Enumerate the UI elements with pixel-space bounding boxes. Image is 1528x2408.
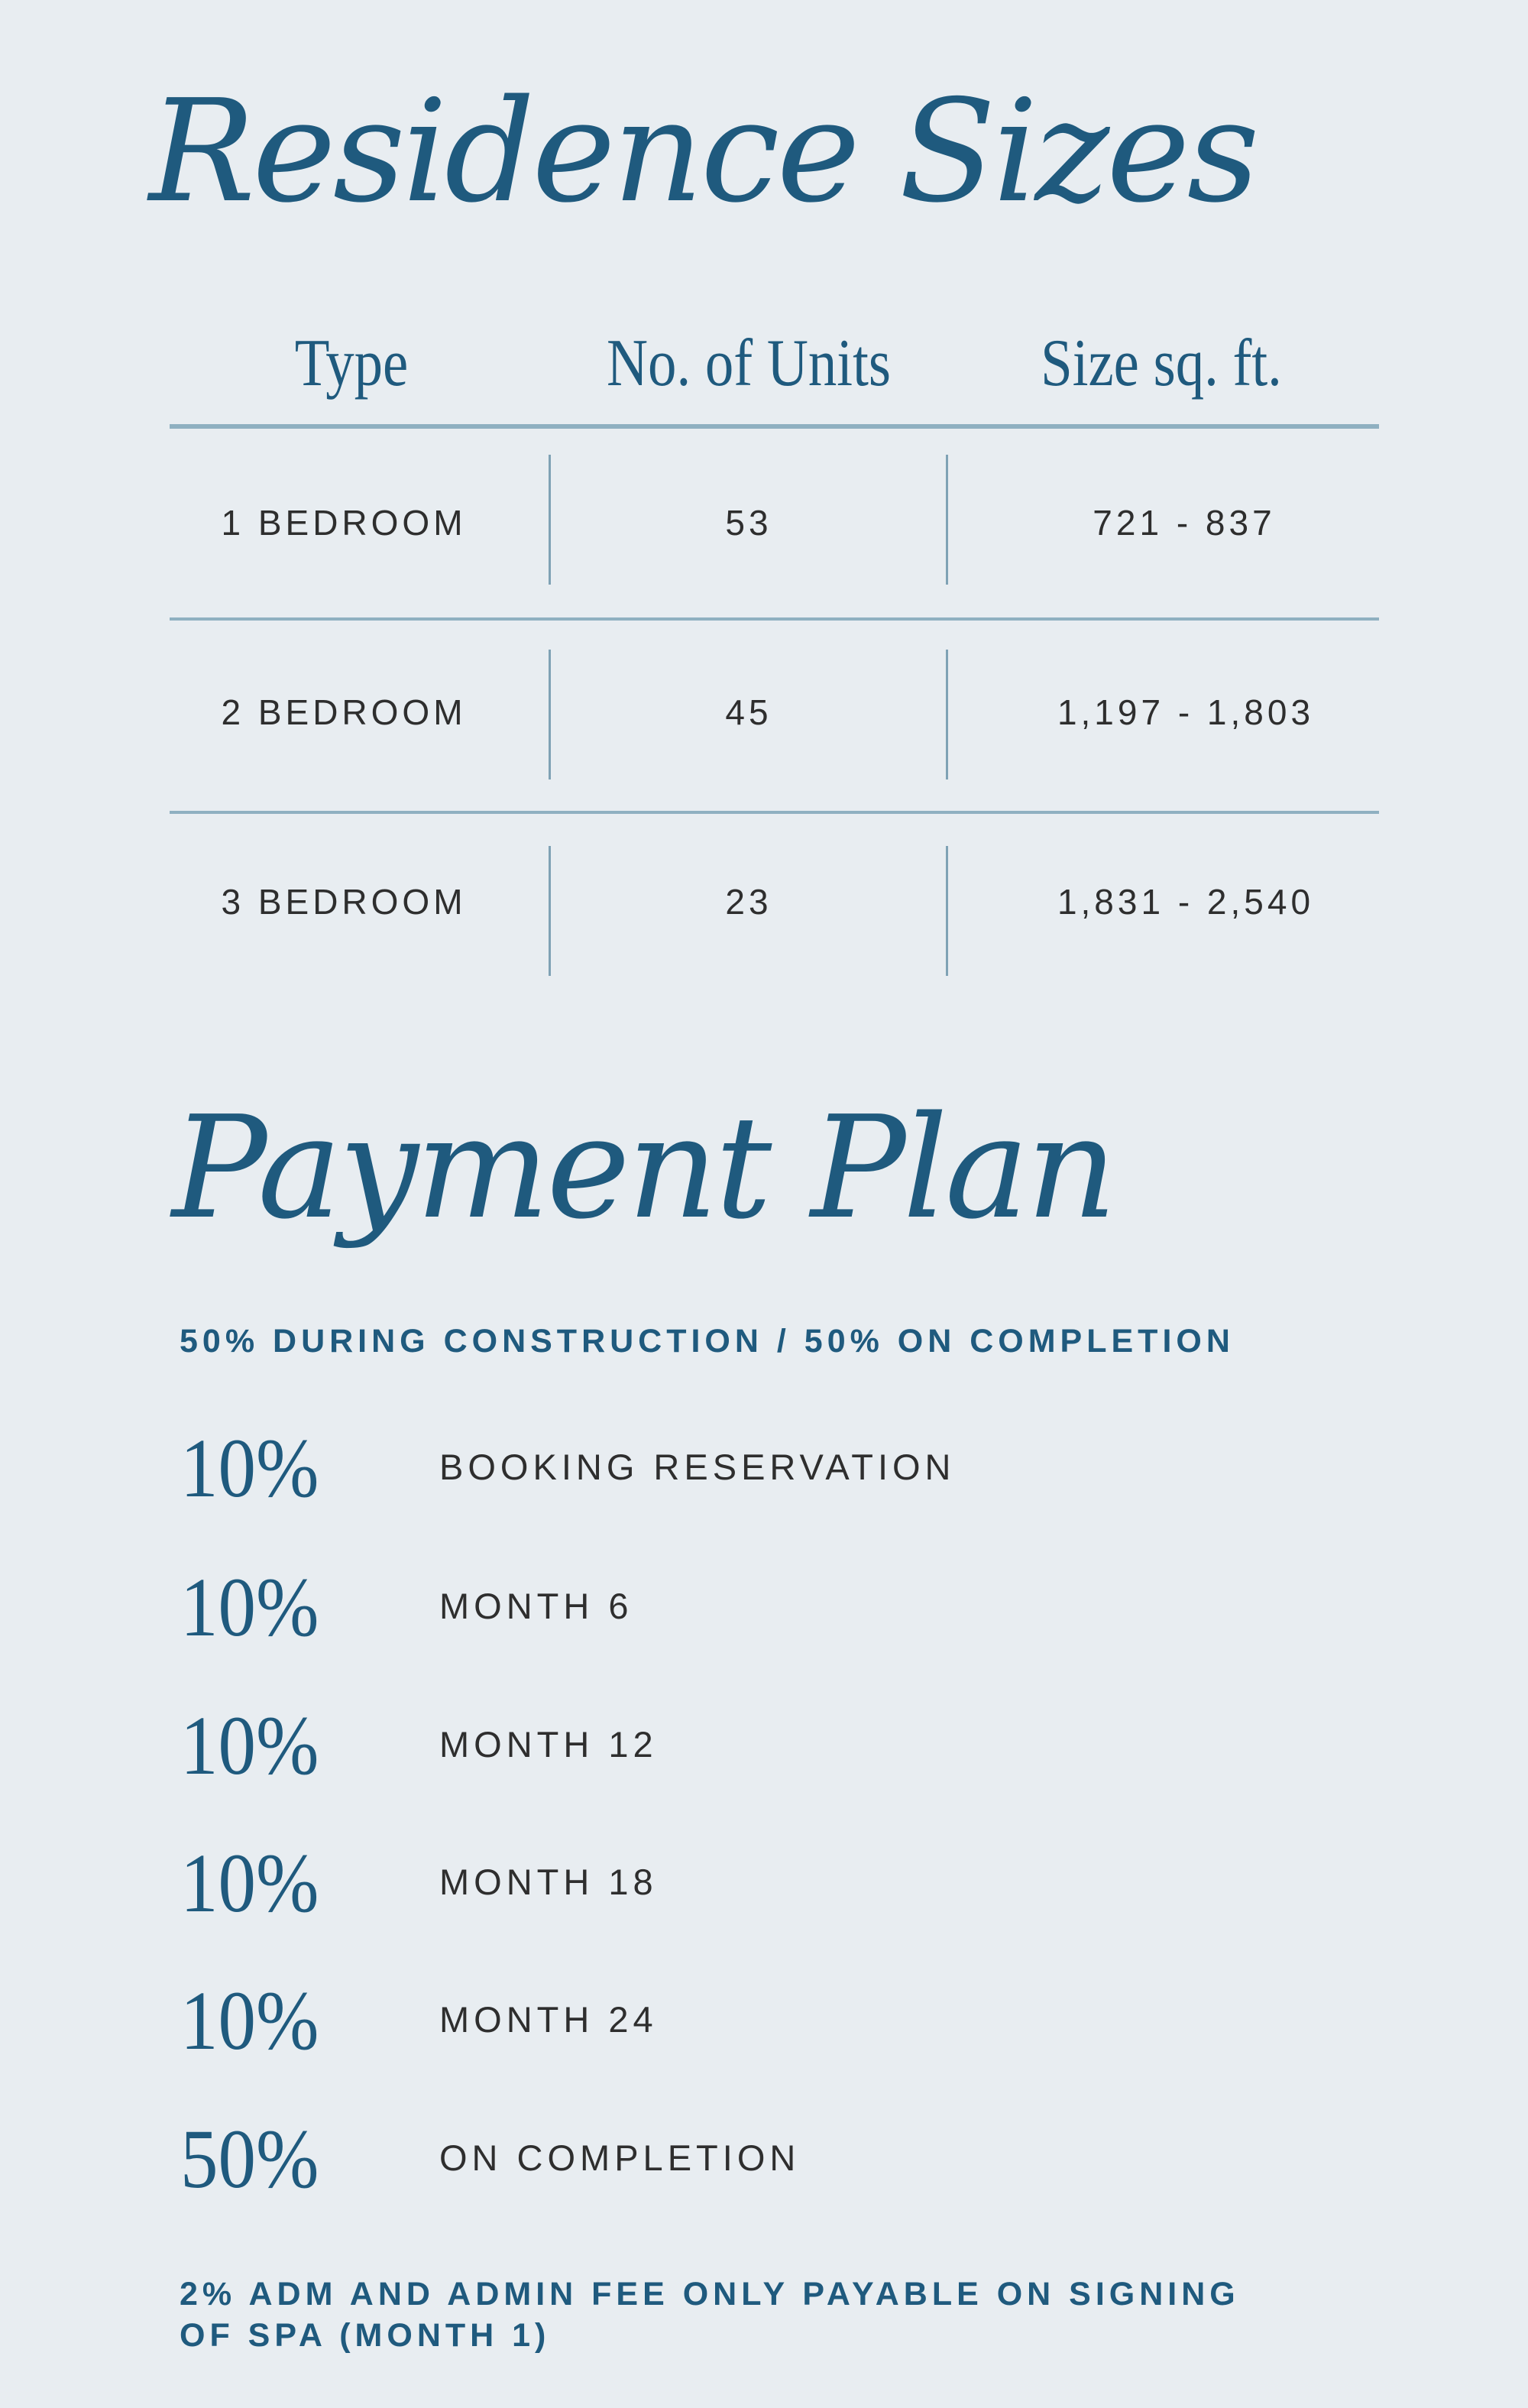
row-divider: [170, 811, 1379, 814]
row-divider: [170, 617, 1379, 621]
cell-type: 2 BEDROOM: [221, 692, 467, 732]
payment-percent: 10%: [180, 1974, 319, 2067]
footnote-line-1: 2% ADM AND ADMIN FEE ONLY PAYABLE ON SIG…: [180, 2276, 1240, 2312]
payment-label: MONTH 18: [439, 1862, 658, 1902]
cell-type: 1 BEDROOM: [221, 503, 467, 543]
cell-units: 45: [725, 692, 772, 732]
payment-percent: 10%: [180, 1561, 319, 1654]
header-units: No. of Units: [607, 326, 891, 400]
cell-type: 3 BEDROOM: [221, 882, 467, 922]
column-divider: [549, 650, 551, 779]
payment-label: MONTH 24: [439, 1999, 658, 2040]
cell-size: 1,197 - 1,803: [1057, 692, 1315, 732]
payment-percent: 50%: [180, 2112, 319, 2205]
cell-size: 721 - 837: [1093, 503, 1276, 543]
payment-label: MONTH 6: [439, 1586, 633, 1626]
header-size: Size sq. ft.: [1041, 326, 1282, 400]
column-divider: [946, 455, 948, 585]
payment-percent: 10%: [180, 1699, 319, 1792]
header-type: Type: [294, 326, 409, 400]
payment-label: ON COMPLETION: [439, 2137, 801, 2178]
payment-label: MONTH 12: [439, 1724, 658, 1765]
cell-size: 1,831 - 2,540: [1057, 882, 1315, 922]
column-divider: [946, 650, 948, 779]
footnote-line-2: OF SPA (MONTH 1): [180, 2317, 551, 2354]
residence-sizes-title: Residence Sizes: [149, 69, 1260, 234]
column-divider: [549, 455, 551, 585]
payment-plan-title: Payment Plan: [172, 1085, 1117, 1250]
column-divider: [946, 846, 948, 976]
column-divider: [549, 846, 551, 976]
cell-units: 23: [725, 882, 772, 922]
payment-percent: 10%: [180, 1421, 319, 1515]
payment-label: BOOKING RESERVATION: [439, 1447, 956, 1487]
cell-units: 53: [725, 503, 772, 543]
payment-subtitle: 50% DURING CONSTRUCTION / 50% ON COMPLET…: [180, 1323, 1235, 1360]
header-divider: [170, 424, 1379, 429]
payment-percent: 10%: [180, 1836, 319, 1930]
